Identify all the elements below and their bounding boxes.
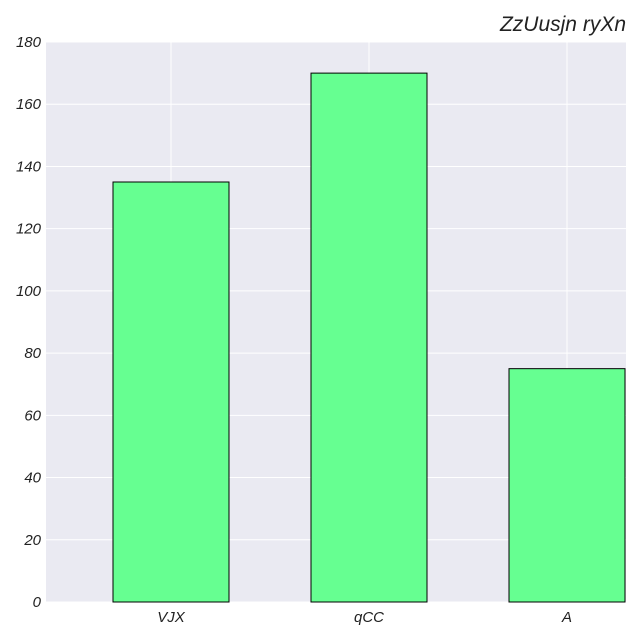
- y-tick-label: 20: [23, 532, 41, 549]
- y-tick-label: 80: [24, 345, 41, 362]
- bars: [112, 72, 626, 603]
- bar-vjx: [112, 181, 230, 603]
- y-tick-label: 40: [24, 470, 41, 487]
- x-tick-label: qCC: [354, 609, 384, 626]
- y-tick-label: 180: [16, 34, 42, 51]
- y-tick-label: 0: [33, 594, 42, 611]
- y-axis-ticks: 0 20 40 60 80 100 120 140 160 180: [16, 34, 42, 611]
- x-tick-label: A: [561, 609, 572, 626]
- y-tick-label: 140: [16, 158, 42, 175]
- y-tick-label: 160: [16, 96, 42, 113]
- chart-title: ZzUusjn ryXn: [499, 13, 626, 36]
- y-tick-label: 100: [16, 283, 42, 300]
- bar-a: [508, 368, 626, 603]
- x-tick-label: VJX: [157, 609, 186, 626]
- x-axis-ticks: VJX qCC A: [157, 609, 572, 626]
- y-tick-label: 120: [16, 221, 42, 238]
- y-tick-label: 60: [24, 407, 41, 424]
- bar-qcc: [310, 72, 428, 603]
